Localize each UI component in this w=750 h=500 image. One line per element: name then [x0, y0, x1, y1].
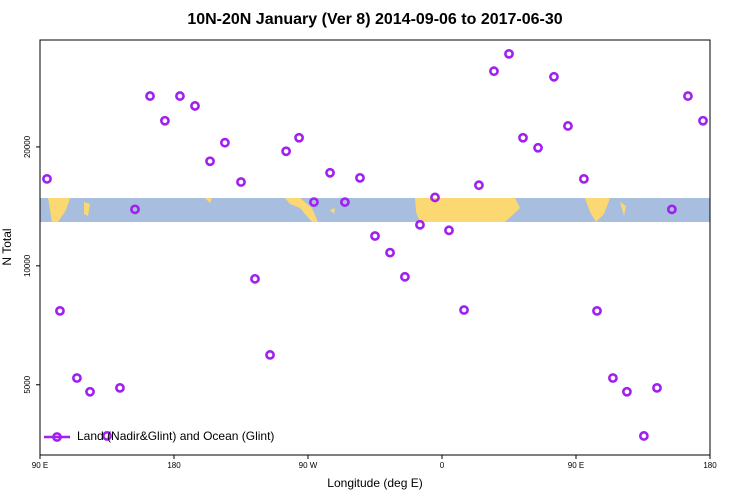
point: [683, 91, 693, 101]
x-axis-label: Longitude (deg E): [327, 476, 422, 490]
point: [130, 204, 140, 215]
y-axis-label: N Total: [0, 228, 14, 265]
point: [355, 172, 365, 183]
point: [42, 173, 52, 184]
point: [250, 273, 260, 284]
point: [265, 350, 275, 360]
y-tick-label: 20000: [23, 135, 32, 158]
legend-marker: [52, 432, 62, 442]
x-tick-label: 0: [440, 461, 445, 470]
x-tick-label: 180: [167, 461, 181, 470]
point: [72, 373, 82, 383]
point: [563, 121, 573, 131]
point: [474, 180, 484, 191]
point: [666, 204, 677, 215]
point: [518, 132, 528, 143]
x-tick-label: 180: [703, 461, 717, 470]
point: [608, 373, 618, 383]
map-strip: [40, 198, 710, 222]
point: [340, 197, 350, 207]
point: [578, 173, 589, 184]
point: [281, 146, 292, 157]
x-tick-label: 90 E: [32, 461, 48, 470]
point: [533, 142, 543, 153]
point: [160, 115, 170, 126]
point: [638, 431, 649, 441]
point: [415, 219, 425, 230]
point: [325, 167, 335, 178]
point: [385, 247, 395, 258]
x-tick-label: 90 W: [299, 461, 318, 470]
point: [102, 431, 112, 441]
y-tick-label: 5000: [23, 375, 32, 393]
point: [85, 386, 95, 397]
point: [430, 192, 440, 203]
point: [459, 305, 469, 315]
point: [55, 306, 65, 316]
point: [622, 386, 632, 397]
point: [205, 156, 215, 167]
point: [175, 91, 185, 101]
point: [504, 48, 514, 59]
point: [698, 115, 708, 126]
point: [444, 225, 454, 236]
point: [220, 137, 230, 148]
point: [489, 66, 499, 77]
point: [145, 91, 155, 101]
chart-title: 10N-20N January (Ver 8) 2014-09-06 to 20…: [187, 11, 562, 28]
point: [370, 231, 380, 241]
point: [592, 306, 602, 316]
point: [400, 271, 410, 282]
plot-frame: [39, 39, 711, 456]
legend-label: Land (Nadir&Glint) and Ocean (Glint): [77, 429, 274, 443]
point: [115, 382, 125, 393]
point: [190, 101, 200, 111]
point: [294, 132, 304, 143]
point: [236, 177, 246, 187]
y-tick-label: 10000: [23, 254, 32, 277]
point: [652, 382, 662, 393]
point: [309, 197, 319, 207]
point: [549, 71, 559, 82]
x-tick-label: 90 E: [568, 461, 584, 470]
